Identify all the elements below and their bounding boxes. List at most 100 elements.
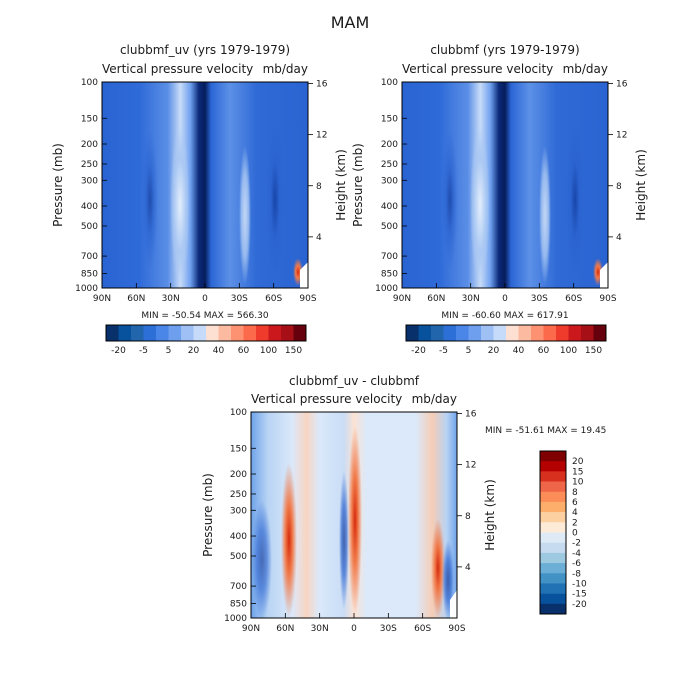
- colorbar-label: 60: [538, 346, 550, 356]
- x-tick-label: 90N: [393, 294, 411, 304]
- colorbar-label: 20: [572, 457, 584, 467]
- colorbar-label: -20: [572, 600, 587, 610]
- y-tick-label: 700: [381, 252, 398, 262]
- colorbar-swatch: [131, 325, 144, 341]
- x-tick-label: 60S: [265, 294, 282, 304]
- colorbar-label: -10: [572, 579, 587, 589]
- y-tick-label: 500: [381, 222, 398, 232]
- x-tick-label: 90S: [299, 294, 316, 304]
- colorbar-label: 4: [572, 508, 578, 518]
- colorbar-label: 5: [466, 346, 472, 356]
- y-tick-label: 700: [81, 252, 98, 262]
- colorbar-swatch: [540, 552, 566, 564]
- contour-cell: [266, 120, 284, 280]
- colorbar-swatch: [540, 491, 566, 503]
- x-tick-label: 60N: [127, 294, 145, 304]
- figure-title: MAM: [331, 13, 370, 32]
- colorbar-label: 150: [285, 346, 302, 356]
- stats-text: MIN = -50.54 MAX = 566.30: [141, 311, 268, 321]
- colorbar-label: -2: [572, 539, 581, 549]
- y-axis-label: Pressure (mb): [201, 473, 215, 557]
- y2-tick-label: 8: [465, 512, 471, 522]
- contour-cell: [442, 130, 458, 270]
- y-tick-label: 500: [230, 552, 247, 562]
- x-tick-label: 90S: [599, 294, 616, 304]
- colorbar-label: -20: [111, 346, 126, 356]
- colorbar-label: 10: [572, 478, 584, 488]
- x-tick-label: 60N: [276, 624, 294, 634]
- y-tick-label: 100: [381, 78, 398, 88]
- colorbar-label: -8: [572, 569, 581, 579]
- xticks: 90N 60N 30N 0 30S 60S 90S: [93, 283, 317, 304]
- colorbar-swatch: [540, 583, 566, 594]
- y-tick-label: 1000: [224, 614, 247, 624]
- y-tick-label: 150: [81, 114, 98, 124]
- colorbar-swatch: [556, 325, 569, 341]
- y-tick-label: 850: [81, 269, 98, 279]
- contour-terrain-mask: [450, 590, 457, 618]
- xticks: 90N 60N 30N 0 30S 60S 90S: [393, 283, 617, 304]
- colorbar-swatch: [540, 593, 566, 605]
- x-tick-label: 60N: [427, 294, 445, 304]
- yticks: 100 150 200 250 300 400 500 700 850 1000: [75, 78, 107, 294]
- colorbar-swatch: [540, 532, 566, 543]
- panel-title: clubbmf_uv (yrs 1979-1979): [120, 43, 290, 57]
- y2-axis-label: Height (km): [483, 479, 497, 550]
- x-tick-label: 90N: [93, 294, 111, 304]
- y2-tick-label: 16: [316, 80, 328, 90]
- colorbar-label: -6: [572, 559, 581, 569]
- contour-ascent-band: [170, 125, 190, 285]
- colorbar-swatch: [443, 325, 457, 341]
- contour-cold-cell: [252, 500, 272, 620]
- colorbar-swatch: [293, 325, 307, 341]
- panel-subtitle: Vertical pressure velocity: [402, 62, 553, 76]
- y2-axis-label: Height (km): [334, 149, 348, 220]
- colorbar-swatch: [431, 325, 444, 341]
- colorbar-label: 6: [572, 498, 578, 508]
- contour-terrain-mask: [600, 262, 608, 288]
- xticks: 90N 60N 30N 0 30S 60S 90S: [242, 613, 466, 634]
- colorbar-swatch: [268, 325, 282, 341]
- colorbar: -20 -5 5 20 40 60 100 150: [405, 324, 607, 356]
- y-axis-label: Pressure (mb): [351, 143, 365, 227]
- stats-text: MIN = -60.60 MAX = 617.91: [441, 311, 568, 321]
- y2-tick-label: 8: [616, 182, 622, 192]
- colorbar-label: -20: [411, 346, 426, 356]
- x-tick-label: 0: [502, 294, 508, 304]
- colorbar-label: 0: [572, 529, 578, 539]
- y2-tick-label: 16: [465, 410, 477, 420]
- y-tick-label: 150: [230, 444, 247, 454]
- colorbar-swatch: [118, 325, 132, 341]
- panel-difference: clubbmf_uv - clubbmf Vertical pressure v…: [201, 374, 606, 634]
- colorbar-swatch: [181, 325, 194, 341]
- panel-subtitle: Vertical pressure velocity: [102, 62, 253, 76]
- colorbar-swatch: [540, 573, 566, 584]
- y2ticks: 16 12 8 4: [608, 80, 628, 243]
- colorbar-label: 40: [213, 346, 225, 356]
- colorbar-label: -4: [572, 549, 581, 559]
- colorbar-swatch: [243, 325, 257, 341]
- y-axis-label: Pressure (mb): [51, 143, 65, 227]
- panel-units: mb/day: [563, 62, 608, 76]
- y-tick-label: 850: [230, 599, 247, 609]
- contour-cold-cell: [339, 470, 349, 610]
- colorbar: -20 -5 5 20 40 60 100 150: [105, 324, 307, 356]
- colorbar-frame: [105, 324, 307, 342]
- colorbar-swatch: [156, 325, 169, 341]
- colorbar-label: -5: [439, 346, 448, 356]
- x-tick-label: 0: [351, 624, 357, 634]
- contour-field: [402, 82, 608, 288]
- colorbar-swatch: [506, 325, 519, 341]
- colorbar-label: 20: [488, 346, 500, 356]
- y-tick-label: 250: [230, 490, 247, 500]
- y-tick-label: 300: [230, 506, 247, 516]
- colorbar-swatch: [543, 325, 557, 341]
- y2ticks: 16 12 8 4: [457, 410, 477, 573]
- colorbar-label: 8: [572, 488, 578, 498]
- colorbar-swatch: [106, 325, 119, 341]
- colorbar-frame: [539, 450, 567, 615]
- panel-units: mb/day: [412, 392, 457, 406]
- colorbar-swatch: [540, 563, 566, 574]
- colorbar-swatch: [531, 325, 544, 341]
